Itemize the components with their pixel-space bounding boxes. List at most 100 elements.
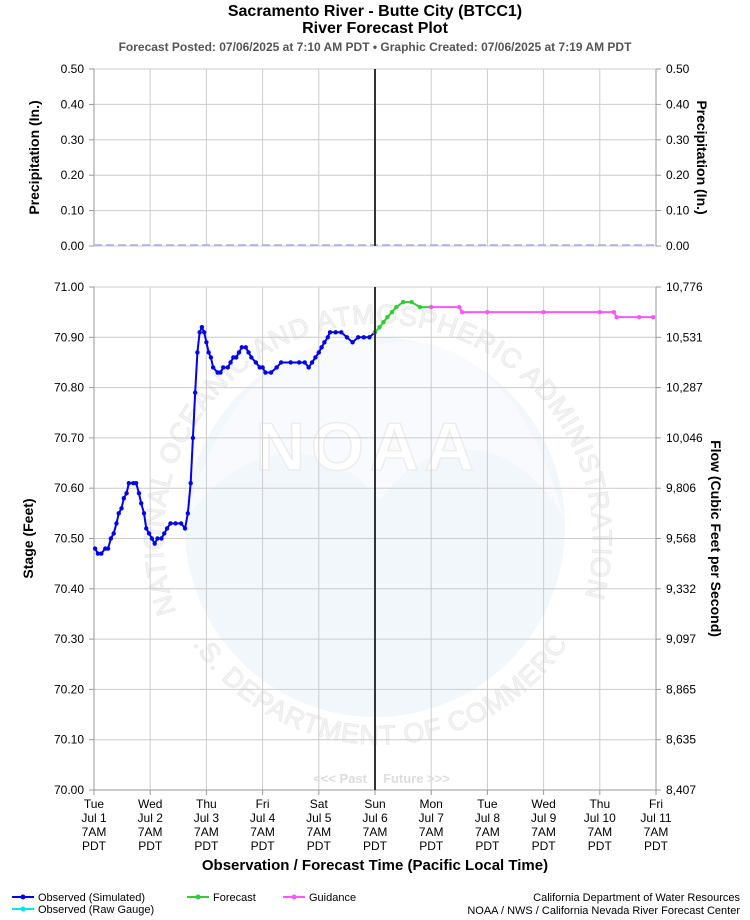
legend-guidance: Guidance xyxy=(309,892,356,904)
x-tick-label: Tue xyxy=(84,797,105,811)
forecast-series-line xyxy=(374,301,432,333)
precip-tick-label-left: 0.00 xyxy=(61,239,85,253)
flow-tick-label: 10,046 xyxy=(666,431,703,445)
observed-series-point xyxy=(325,335,330,340)
observed-series-point xyxy=(243,345,248,350)
x-tick-label: Fri xyxy=(649,797,663,811)
stage-tick-label: 70.70 xyxy=(54,431,84,445)
stage-tick-label: 70.30 xyxy=(54,632,84,646)
x-tick-label: Jul 4 xyxy=(250,811,276,825)
observed-series-point xyxy=(124,491,129,496)
observed-series-point xyxy=(316,350,321,355)
observed-series-point xyxy=(309,360,315,365)
observed-series-point xyxy=(206,350,211,355)
observed-series-point xyxy=(260,365,265,370)
observed-series-point xyxy=(296,360,302,365)
flow-tick-label: 10,287 xyxy=(666,381,703,395)
x-tick-label: PDT xyxy=(363,839,388,853)
observed-series-point xyxy=(192,390,198,395)
stage-tick-label: 70.10 xyxy=(54,733,84,747)
x-tick-label: PDT xyxy=(644,839,669,853)
stage-tick-label: 70.50 xyxy=(54,532,84,546)
legend: Observed (Simulated) Observed (Raw Gauge… xyxy=(12,892,356,916)
observed-series-point xyxy=(333,330,338,335)
x-tick-label: PDT xyxy=(475,839,500,853)
x-tick-label: 7AM xyxy=(250,825,275,839)
flow-tick-label: 8,407 xyxy=(666,783,696,797)
noaa-watermark: NOAA NATIONAL OCEANIC AND ATMOSPHERIC AD… xyxy=(0,0,617,751)
stage-y-label: Stage (Feet) xyxy=(20,498,36,578)
forecast-series-point xyxy=(381,320,386,325)
x-tick-label: Mon xyxy=(420,797,443,811)
x-tick-label: Jul 8 xyxy=(475,811,501,825)
legend-observed-sim: Observed (Simulated) xyxy=(38,892,145,904)
credit-cnrfc: NOAA / NWS / California Nevada River For… xyxy=(467,905,740,917)
observed-series-point xyxy=(114,521,119,526)
guidance-series-point xyxy=(597,309,602,315)
observed-series-point xyxy=(228,360,233,365)
precip-tick-label-left: 0.50 xyxy=(61,62,85,76)
x-tick-label: Fri xyxy=(256,797,270,811)
x-tick-label: Tue xyxy=(477,797,498,811)
stage-panel: 70.00 8,407 70.10 8,635 70.20 8,865 70.30 9,097… xyxy=(20,280,724,853)
x-tick-label: Jul 7 xyxy=(419,811,445,825)
x-tick-label: PDT xyxy=(194,839,219,853)
observed-series-point xyxy=(92,546,98,551)
observed-series-point xyxy=(249,355,254,360)
chart-title: Sacramento River - Butte City (BTCC1) xyxy=(227,3,523,20)
posted-info: Forecast Posted: 07/06/2025 at 7:10 AM P… xyxy=(118,40,632,54)
x-tick-label: PDT xyxy=(419,839,444,853)
precip-tick-label-right: 0.00 xyxy=(666,239,690,253)
observed-series-point xyxy=(313,355,318,360)
guidance-series-point xyxy=(650,314,656,320)
precip-tick-label-right: 0.40 xyxy=(666,97,690,111)
chart-subtitle: River Forecast Plot xyxy=(302,20,448,37)
stage-tick-label: 70.40 xyxy=(54,582,84,596)
x-tick-label: Jul 6 xyxy=(362,811,388,825)
x-tick-label: 7AM xyxy=(82,825,107,839)
observed-series-point xyxy=(210,365,216,370)
precip-tick-label-left: 0.20 xyxy=(61,168,85,182)
legend-observed-raw-marker xyxy=(20,906,26,912)
x-tick-label: 7AM xyxy=(138,825,163,839)
observed-series-point xyxy=(355,335,361,340)
observed-series-point xyxy=(274,365,279,370)
observed-series-point xyxy=(327,330,333,335)
observed-series-point xyxy=(350,340,355,345)
x-tick-label: 7AM xyxy=(419,825,444,839)
precipitation-panel: 0.00 0.00 0.10 0.10 0.20 0.20 0.30 0.30 0.40 0.40… xyxy=(26,62,710,253)
observed-series-point xyxy=(322,340,327,345)
flow-tick-label: 9,097 xyxy=(666,632,696,646)
precip-tick-label-left: 0.10 xyxy=(61,204,85,218)
legend-observed-raw: Observed (Raw Gauge) xyxy=(38,904,154,916)
observed-series-point xyxy=(164,526,170,531)
observed-series-point xyxy=(278,360,284,365)
x-tick-label: Jul 11 xyxy=(640,811,671,825)
flow-tick-label: 9,568 xyxy=(666,532,696,546)
observed-series-point xyxy=(108,536,114,541)
observed-series-point xyxy=(159,536,164,541)
observed-series-point xyxy=(204,340,209,345)
x-tick-label: PDT xyxy=(251,839,276,853)
x-tick-label: 7AM xyxy=(475,825,500,839)
observed-series-point xyxy=(144,526,149,531)
observed-series-point xyxy=(225,365,230,370)
flow-tick-label: 8,865 xyxy=(666,682,696,696)
forecast-series-point xyxy=(409,299,414,305)
precip-y-label-right: Precipitation (In.) xyxy=(694,100,710,214)
stage-tick-label: 70.20 xyxy=(54,682,84,696)
x-tick-label: Jul 10 xyxy=(584,811,616,825)
observed-series-point xyxy=(263,370,268,375)
x-tick-label: Jul 9 xyxy=(531,811,557,825)
observed-series-point xyxy=(155,536,160,541)
flow-tick-label: 9,332 xyxy=(666,582,696,596)
observed-series-point xyxy=(136,491,142,496)
precip-tick-label-left: 0.40 xyxy=(61,97,85,111)
observed-series-point xyxy=(302,360,307,365)
observed-series-point xyxy=(168,521,173,526)
flow-y-label: Flow (Cubic Feet per Second) xyxy=(708,440,724,637)
stage-tick-label: 70.80 xyxy=(54,381,84,395)
x-tick-label: PDT xyxy=(82,839,107,853)
observed-series-point xyxy=(208,355,214,360)
observed-series-point xyxy=(146,531,152,536)
